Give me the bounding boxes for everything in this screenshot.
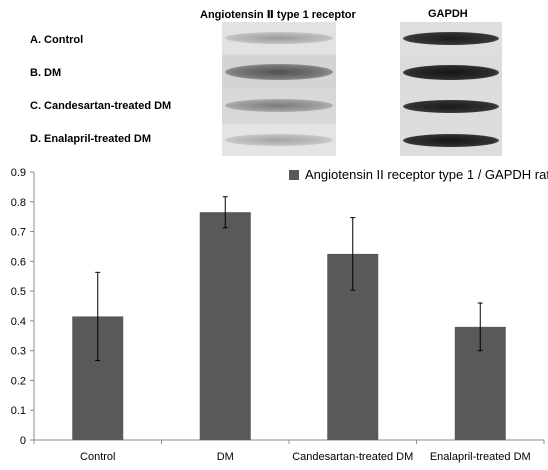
western-blot-section: Angiotensin Ⅱ type 1 receptor GAPDH A. C… (0, 0, 548, 160)
y-tick-label: 0.7 (11, 227, 26, 239)
legend-swatch (289, 170, 299, 180)
blot-lane-at1-dm (222, 56, 336, 88)
blot-panel-at1 (222, 22, 336, 156)
row-label-candesartan: C. Candesartan-treated DM (30, 100, 172, 112)
blot-band (403, 134, 499, 147)
row-label-control: A. Control (30, 34, 84, 46)
legend-label: Angiotensin II receptor type 1 / GAPDH r… (305, 167, 548, 182)
bar (199, 212, 251, 440)
blot-lane-gapdh-control (400, 22, 502, 54)
y-tick-label: 0 (20, 435, 26, 447)
blot-band (225, 99, 333, 112)
blot-band (225, 32, 333, 44)
blot-band (403, 65, 499, 80)
y-tick-label: 0.4 (11, 316, 26, 328)
row-label-enalapril: D. Enalapril-treated DM (30, 133, 152, 145)
blot-header-gapdh: GAPDH (428, 8, 468, 20)
blot-panel-gapdh (400, 22, 502, 156)
y-tick-label: 0.9 (11, 167, 26, 179)
bar-series (72, 212, 506, 440)
y-tick-label: 0.3 (11, 346, 26, 358)
x-axis: Control DM Candesartan-treated DM Enalapril… (33, 439, 545, 463)
y-tick-label: 0.8 (11, 197, 26, 209)
y-tick-label: 0.5 (11, 286, 26, 298)
chart-legend: Angiotensin II receptor type 1 / GAPDH r… (289, 167, 548, 182)
y-tick-label: 0.1 (11, 405, 26, 417)
blot-lane-gapdh-dm (400, 56, 502, 88)
blot-lane-gapdh-candesartan (400, 90, 502, 122)
blot-lane-at1-enalapril (222, 124, 336, 156)
blot-lane-at1-control (222, 22, 336, 54)
y-axis: 0 0.1 0.2 0.3 0.4 0.5 0.6 0.7 0.8 0.9 (11, 167, 35, 447)
y-tick-label: 0.2 (11, 375, 26, 387)
blot-band (225, 64, 333, 80)
x-tick-label: Candesartan-treated DM (292, 451, 413, 463)
row-label-dm: B. DM (30, 67, 62, 79)
x-tick-label: DM (217, 451, 234, 463)
blot-header-at1: Angiotensin Ⅱ type 1 receptor (200, 9, 356, 21)
blot-lane-at1-candesartan (222, 90, 336, 122)
blot-band (403, 32, 499, 45)
y-tick-label: 0.6 (11, 256, 26, 268)
x-tick-label: Control (80, 451, 115, 463)
blot-band (403, 100, 499, 113)
blot-band (225, 134, 333, 146)
blot-lane-gapdh-enalapril (400, 124, 502, 156)
error-bars (95, 196, 483, 361)
x-tick-label: Enalapril-treated DM (430, 451, 531, 463)
bar-chart: Angiotensin II receptor type 1 / GAPDH r… (11, 167, 548, 463)
